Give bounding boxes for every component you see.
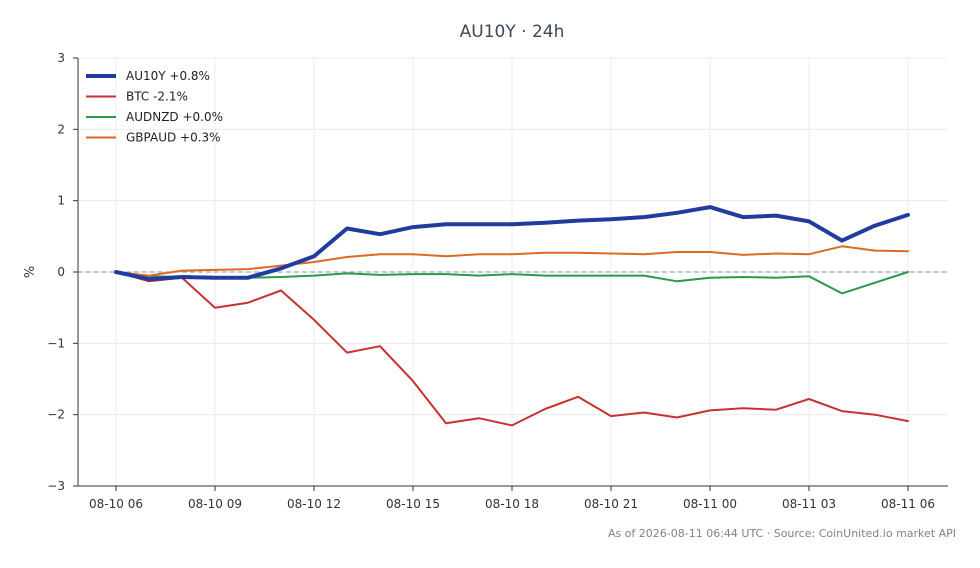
y-tick-label: 3: [57, 51, 65, 65]
x-tick-label: 08-10 06: [89, 497, 143, 511]
x-tick-label: 08-11 03: [782, 497, 836, 511]
series-line-btc: [115, 271, 909, 427]
legend-label-gbpaud: GBPAUD +0.3%: [126, 131, 221, 145]
legend-label-audnzd: AUDNZD +0.0%: [126, 110, 223, 124]
grid: [78, 57, 948, 487]
series-group: [114, 205, 910, 427]
y-tick-label: −2: [47, 408, 65, 422]
chart-title: AU10Y · 24h: [460, 22, 565, 42]
y-tick-label: 1: [57, 194, 65, 208]
legend-label-au10y: AU10Y +0.8%: [126, 69, 210, 83]
x-tick-label: 08-10 15: [386, 497, 440, 511]
legend-label-btc: BTC -2.1%: [126, 90, 188, 104]
source-footnote: As of 2026-08-11 06:44 UTC · Source: Coi…: [608, 527, 956, 540]
x-tick-label: 08-10 09: [188, 497, 242, 511]
axes: 3 2 1 0 −1 −2 −3 08-10 06 08-10 09 08-10 12 08-10 …: [47, 51, 948, 511]
y-tick-label: 2: [57, 122, 65, 136]
series-line-gbpaud: [115, 245, 909, 277]
x-tick-label: 08-11 00: [683, 497, 737, 511]
legend: AU10Y +0.8% BTC -2.1% AUDNZD +0.0% GBPAUD +…: [86, 69, 223, 145]
y-axis-label: %: [23, 266, 38, 278]
y-tick-label: −1: [47, 336, 65, 350]
x-tick-label: 08-10 18: [485, 497, 539, 511]
x-tick-label: 08-11 06: [881, 497, 935, 511]
y-tick-label: 0: [57, 265, 65, 279]
y-tick-label: −3: [47, 479, 65, 493]
series-line-au10y: [114, 205, 910, 282]
x-tick-label: 08-10 12: [287, 497, 341, 511]
x-tick-label: 08-10 21: [584, 497, 638, 511]
